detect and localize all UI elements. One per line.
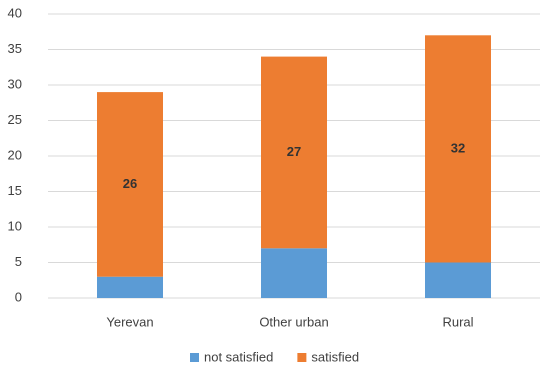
y-tick-label: 35 (8, 41, 22, 56)
data-label: 26 (123, 176, 137, 191)
y-tick-label: 0 (15, 289, 22, 304)
y-tick-label: 10 (8, 218, 22, 233)
legend-label: not satisfied (204, 349, 273, 364)
bar-segment (425, 262, 491, 298)
bar-segment (261, 56, 327, 249)
legend-swatch (297, 353, 307, 362)
y-tick-label: 20 (8, 147, 22, 162)
bar-segment (425, 35, 491, 263)
x-tick-label: Other urban (259, 314, 328, 329)
x-tick-label: Rural (442, 314, 473, 329)
data-label: 32 (451, 140, 465, 155)
y-tick-label: 40 (8, 5, 22, 20)
y-tick-label: 15 (8, 183, 22, 198)
legend-swatch (190, 353, 199, 362)
legend-label: satisfied (311, 349, 359, 364)
y-tick-label: 5 (15, 254, 22, 269)
bar-segment (97, 92, 163, 277)
x-tick-label: Yerevan (106, 314, 153, 329)
data-label: 27 (287, 144, 301, 159)
bar-segment (97, 276, 163, 298)
y-tick-label: 25 (8, 112, 22, 127)
bar-segment (261, 248, 327, 298)
y-tick-label: 30 (8, 76, 22, 91)
